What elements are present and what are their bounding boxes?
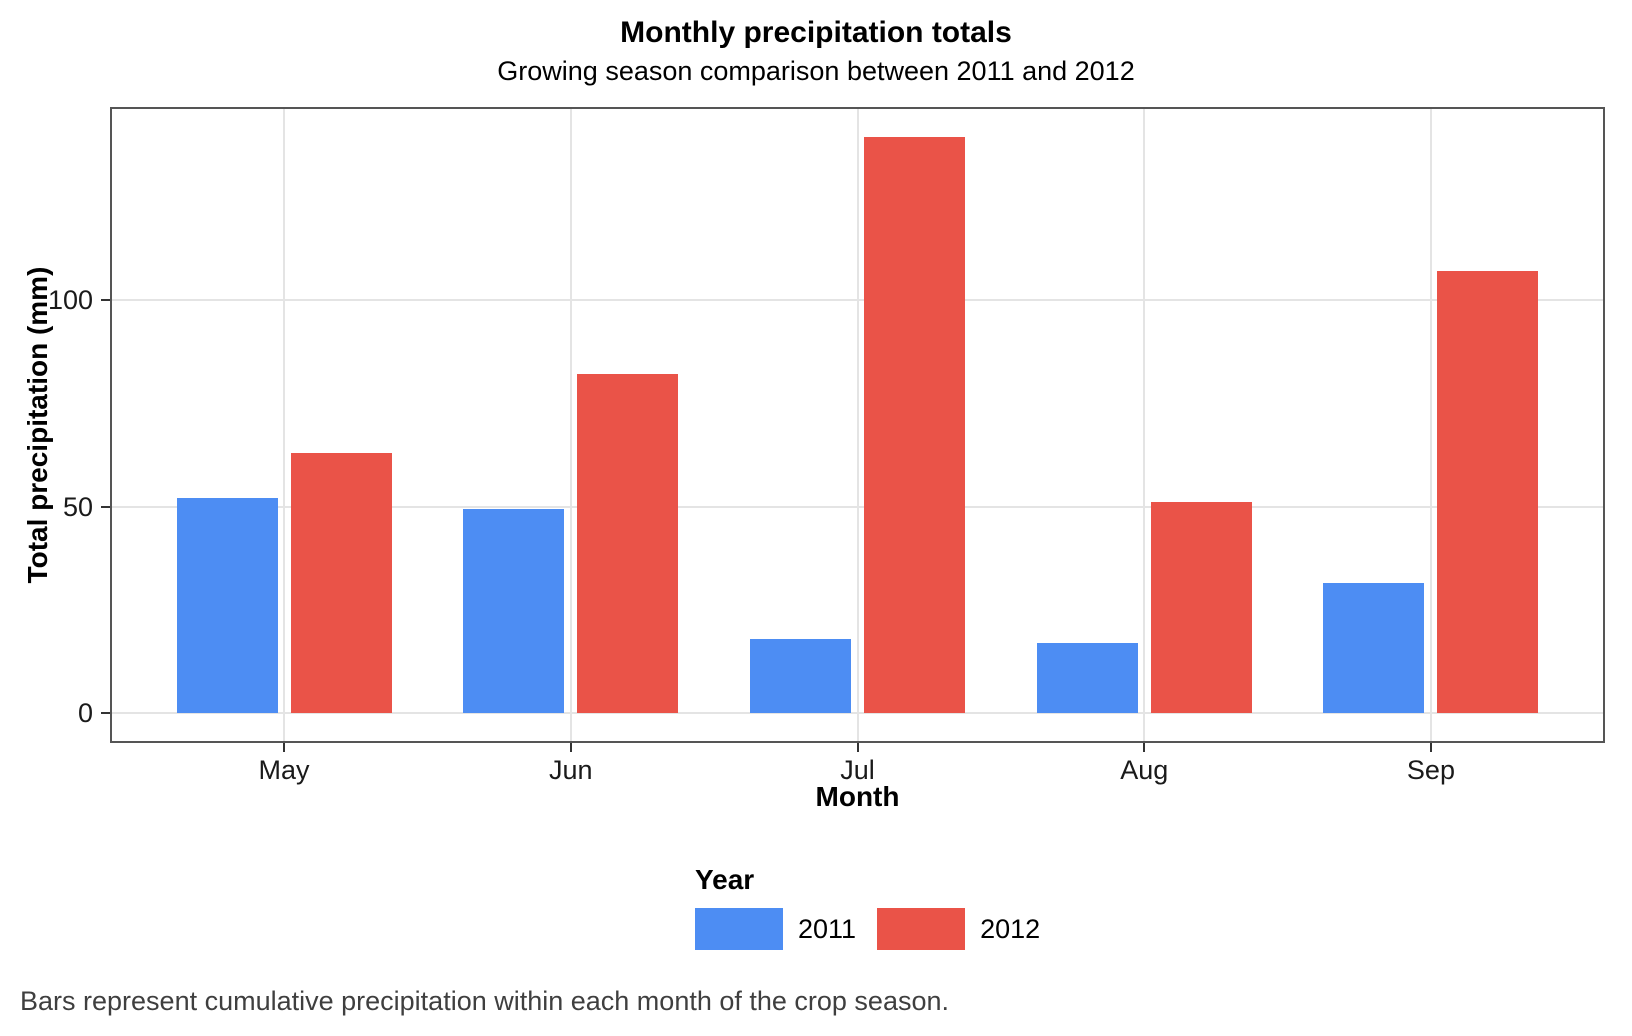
gridline-v-Jun [569, 109, 572, 741]
y-tick-50 [101, 505, 110, 508]
legend-swatch-2011 [695, 908, 783, 950]
x-tick-Aug [1143, 743, 1146, 752]
bar-2012-Jun [577, 374, 679, 713]
bar-2012-May [290, 452, 392, 713]
x-tick-label-Jul: Jul [840, 755, 875, 785]
y-tick-label-0: 0 [77, 698, 93, 728]
bar-2011-May [176, 498, 278, 713]
y-tick-0 [101, 712, 110, 714]
x-tick-label-Sep: Sep [1406, 755, 1455, 785]
legend-title: Year [695, 864, 755, 895]
bar-2011-Jun [463, 508, 565, 713]
y-tick-label-100: 100 [47, 285, 93, 315]
bar-2012-Sep [1437, 271, 1539, 713]
x-tick-Jul [856, 743, 859, 752]
chart-subtitle: Growing season comparison between 2011 a… [497, 56, 1135, 86]
legend-items: 2011 2012 [695, 908, 1061, 950]
gridline-v-Aug [1143, 109, 1146, 741]
chart-title: Monthly precipitation totals [620, 16, 1012, 49]
bar-2011-Jul [750, 638, 851, 713]
x-tick-label-May: May [258, 755, 310, 785]
legend-label-2012: 2012 [980, 913, 1041, 944]
legend-swatch-2012 [877, 908, 966, 950]
bar-2012-Jul [864, 136, 965, 713]
gridline-v-Sep [1429, 109, 1432, 741]
bar-2011-Sep [1323, 582, 1425, 713]
caption: Bars represent cumulative precipitation … [20, 986, 949, 1016]
bar-2012-Aug [1150, 502, 1252, 713]
gridline-v-Jul [856, 109, 859, 741]
x-tick-label-Jun: Jun [548, 755, 593, 785]
plot-panel [110, 107, 1605, 743]
x-axis-title: Month [815, 781, 900, 812]
y-tick-label-50: 50 [62, 491, 93, 522]
x-tick-Sep [1429, 743, 1432, 752]
legend-label-2011: 2011 [798, 913, 857, 944]
x-tick-Jun [569, 743, 572, 752]
x-tick-label-Aug: Aug [1120, 755, 1169, 785]
legend: Year 2011 2012 [695, 864, 1061, 950]
gridline-v-May [283, 109, 286, 741]
bar-2011-Aug [1036, 642, 1138, 713]
x-tick-May [283, 743, 286, 752]
y-tick-100 [101, 299, 110, 301]
